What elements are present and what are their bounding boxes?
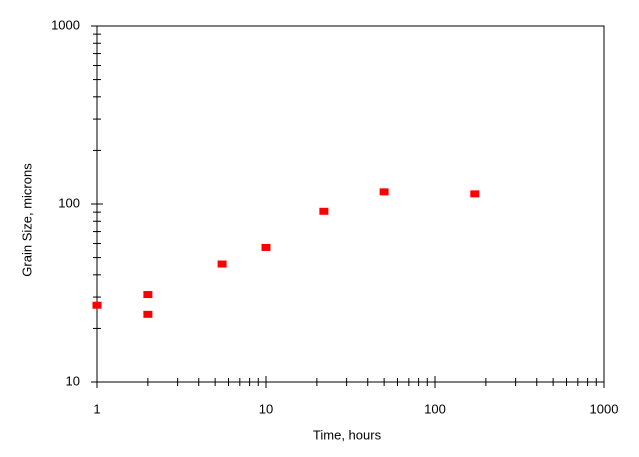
point bbox=[261, 243, 271, 251]
x-tick-label: 1 bbox=[93, 401, 100, 416]
point bbox=[319, 207, 329, 215]
x-tick-label: 1000 bbox=[590, 401, 619, 416]
y-tick-label: 1000 bbox=[51, 17, 80, 32]
point bbox=[143, 310, 153, 318]
point bbox=[379, 188, 389, 196]
y-tick-label: 100 bbox=[58, 195, 80, 210]
point bbox=[217, 260, 227, 268]
plot-frame bbox=[96, 25, 605, 383]
x-tick-label: 100 bbox=[424, 401, 446, 416]
point bbox=[470, 190, 480, 198]
point bbox=[143, 291, 153, 299]
x-tick-label: 10 bbox=[259, 401, 273, 416]
x-axis-label: Time, hours bbox=[313, 427, 382, 442]
y-tick-label: 10 bbox=[66, 373, 80, 388]
y-axis-label: Grain Size, microns bbox=[19, 163, 34, 277]
point bbox=[92, 301, 102, 309]
